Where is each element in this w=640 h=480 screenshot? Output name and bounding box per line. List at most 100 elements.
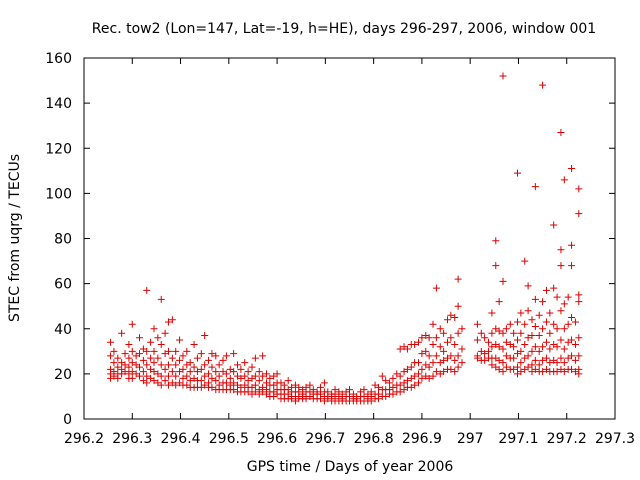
data-point — [121, 368, 129, 376]
y-tick-label: 140 — [45, 96, 72, 112]
data-point — [495, 327, 503, 335]
data-point — [403, 365, 411, 373]
data-point — [273, 370, 281, 378]
data-point — [571, 341, 579, 349]
data-point — [201, 332, 209, 340]
data-point — [244, 388, 252, 396]
data-point — [176, 356, 184, 364]
data-point — [230, 379, 238, 387]
data-point — [389, 383, 397, 391]
data-point — [205, 356, 213, 364]
plot-frame — [83, 57, 616, 420]
data-point — [150, 347, 158, 355]
data-point — [374, 383, 382, 391]
data-point — [118, 329, 126, 337]
data-point — [418, 374, 426, 382]
data-point — [367, 397, 375, 405]
data-point — [411, 381, 419, 389]
data-point — [212, 377, 220, 385]
data-point — [557, 246, 565, 254]
data-point — [568, 365, 576, 373]
data-point — [143, 347, 151, 355]
data-point — [495, 356, 503, 364]
data-point — [143, 361, 151, 369]
data-point — [415, 338, 423, 346]
data-point — [454, 275, 462, 283]
data-point — [425, 363, 433, 371]
data-point — [481, 356, 489, 364]
data-point — [568, 336, 576, 344]
data-point — [571, 318, 579, 326]
data-point — [575, 334, 583, 342]
data-point — [403, 377, 411, 385]
data-point — [172, 381, 180, 389]
data-point — [306, 381, 314, 389]
data-point — [208, 350, 216, 358]
data-point — [259, 352, 267, 360]
data-point — [560, 176, 568, 184]
data-point — [205, 370, 213, 378]
data-point — [432, 284, 440, 292]
data-point — [128, 320, 136, 328]
data-point — [157, 341, 165, 349]
data-point — [317, 395, 325, 403]
data-point — [201, 381, 209, 389]
data-point — [542, 338, 550, 346]
data-point — [495, 298, 503, 306]
data-point — [415, 379, 423, 387]
data-point — [575, 370, 583, 378]
data-point — [415, 370, 423, 378]
data-point — [418, 350, 426, 358]
data-point — [215, 372, 223, 380]
data-point — [447, 334, 455, 342]
data-point — [150, 368, 158, 376]
data-point — [157, 372, 165, 380]
x-tick-label: 296.5 — [209, 431, 249, 447]
data-point — [208, 383, 216, 391]
data-point — [403, 345, 411, 353]
data-point — [440, 368, 448, 376]
data-point — [418, 365, 426, 373]
data-point — [157, 295, 165, 303]
x-tick-label: 297.2 — [547, 431, 587, 447]
data-point — [531, 295, 539, 303]
data-point — [259, 388, 267, 396]
data-point — [485, 347, 493, 355]
data-point — [513, 363, 521, 371]
data-point — [546, 359, 554, 367]
data-point — [382, 392, 390, 400]
y-tick-label: 0 — [63, 412, 72, 428]
data-point — [262, 370, 270, 378]
data-point — [143, 286, 151, 294]
data-point — [436, 343, 444, 351]
data-point — [168, 354, 176, 362]
data-point — [125, 363, 133, 371]
data-point — [168, 368, 176, 376]
data-point — [248, 363, 256, 371]
data-point — [179, 365, 187, 373]
data-point — [521, 257, 529, 265]
y-tick-label: 100 — [45, 186, 72, 202]
data-point — [121, 350, 129, 358]
data-point — [477, 329, 485, 337]
data-point — [251, 372, 259, 380]
data-point — [451, 341, 459, 349]
data-point — [136, 372, 144, 380]
data-point — [164, 372, 172, 380]
data-point — [481, 334, 489, 342]
data-point — [241, 372, 249, 380]
data-point — [411, 372, 419, 380]
data-point — [492, 262, 500, 270]
data-point — [197, 365, 205, 373]
data-point — [107, 352, 115, 360]
data-point — [502, 352, 510, 360]
data-point — [230, 368, 238, 376]
data-point — [208, 363, 216, 371]
data-point — [550, 284, 558, 292]
y-tick-labels: 0 20 40 60 80 100 120 140 160 — [45, 51, 72, 428]
data-point — [447, 352, 455, 360]
data-point — [125, 354, 133, 362]
data-point — [382, 377, 390, 385]
data-point — [226, 374, 234, 382]
data-point — [360, 386, 368, 394]
